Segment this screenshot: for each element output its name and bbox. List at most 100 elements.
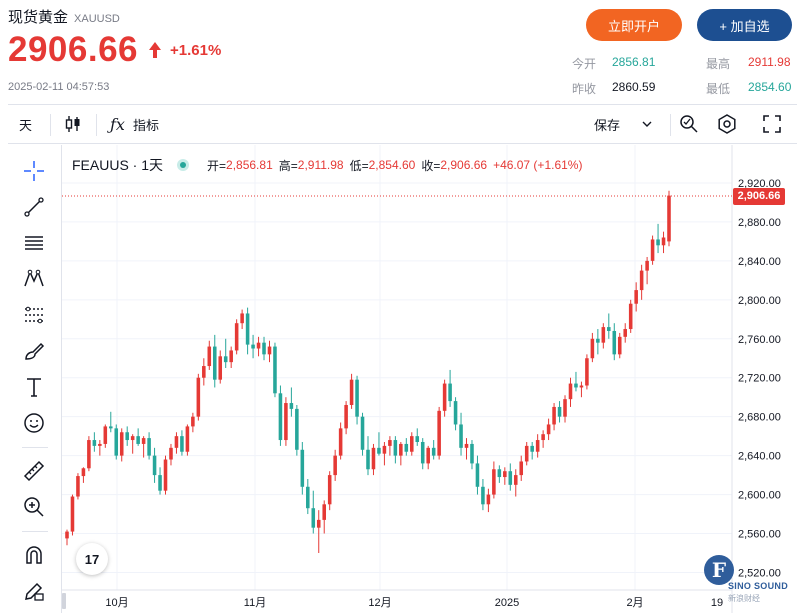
toolbar-divider — [670, 114, 671, 136]
instrument-name: 现货黄金 — [8, 9, 69, 26]
instrument-title: 现货黄金 XAUUSD — [8, 6, 120, 27]
candle-body — [399, 443, 403, 456]
function-icon: ƒx — [110, 114, 125, 134]
settings-button[interactable] — [716, 105, 738, 143]
save-button[interactable]: 保存 — [594, 105, 652, 143]
forecast-icon — [25, 306, 43, 324]
trend-line-tool[interactable] — [20, 193, 48, 221]
x-tick-label: 2月 — [626, 597, 643, 609]
magnet-tool[interactable] — [20, 541, 48, 569]
chart-area[interactable]: 2,920.00 2,880.00 2,840.00 2,800.00 2,760.00… — [62, 145, 797, 613]
smiley-icon — [24, 413, 44, 433]
horizontal-lines-icon — [25, 236, 43, 250]
candle-body — [420, 441, 425, 464]
candle-body — [245, 313, 250, 345]
candle-body — [628, 303, 633, 330]
legend-open-key: 开= — [207, 158, 227, 173]
candle-body — [623, 329, 627, 337]
legend-close-value: 2,906.66 — [440, 158, 488, 172]
candle-body — [119, 432, 124, 456]
arrow-up-icon — [149, 42, 162, 58]
candle-body — [256, 342, 261, 349]
fib-tool[interactable] — [20, 229, 48, 257]
search-settings-icon — [680, 115, 698, 133]
candle-body — [130, 436, 135, 441]
emoji-tool[interactable] — [20, 409, 48, 437]
candle-body — [262, 342, 266, 355]
candle-body — [656, 239, 660, 246]
candle-body — [393, 440, 398, 456]
candle-body — [295, 408, 299, 450]
candle-body — [70, 496, 75, 532]
candle-body — [431, 447, 436, 456]
y-tick-label: 2,680.00 — [738, 412, 781, 424]
legend-high-key: 高= — [278, 158, 298, 173]
candle-body — [546, 424, 551, 435]
y-tick-label: 2,880.00 — [738, 217, 781, 229]
text-tool[interactable] — [20, 373, 48, 401]
watermark-text: SINO SOUND — [728, 581, 789, 591]
chevron-down-icon — [642, 121, 652, 127]
candle-body — [563, 399, 567, 417]
legend-symbol: FEAUUS · 1天 — [72, 157, 164, 173]
last-price: 2906.66 — [8, 30, 139, 69]
fullscreen-button[interactable] — [762, 105, 782, 143]
legend-open-value: 2,856.81 — [226, 158, 273, 172]
toolbar-divider — [50, 114, 51, 136]
candle-body — [65, 531, 69, 539]
lock-drawing-tool[interactable] — [20, 577, 48, 605]
candle-body — [251, 344, 255, 349]
candle-body — [306, 486, 310, 509]
chart-legend: FEAUUS · 1天 开= 2,856.81 高= 2,911.98 低= 2… — [72, 155, 582, 175]
candle-body — [87, 440, 91, 469]
tradingview-logo[interactable]: 17 — [76, 543, 108, 575]
candle-body — [612, 330, 617, 355]
candle-body — [218, 356, 223, 380]
candle-body — [645, 260, 649, 271]
candle-body — [382, 445, 387, 454]
interval-button[interactable]: 天 — [19, 117, 33, 133]
add-watchlist-button[interactable]: + 加自选 — [697, 9, 792, 41]
candle-body — [349, 379, 354, 405]
quick-search-button[interactable] — [678, 105, 700, 143]
candle-type-button[interactable] — [64, 105, 82, 143]
crosshair-tool[interactable] — [20, 157, 48, 185]
candle-body — [596, 338, 600, 343]
candle-body — [519, 461, 524, 476]
zoom-tool[interactable] — [20, 493, 48, 521]
y-tick-label: 2,760.00 — [738, 334, 781, 346]
legend-low-key: 低= — [349, 158, 369, 173]
candle-body — [601, 327, 606, 343]
y-tick-label: 2,640.00 — [738, 451, 781, 463]
timestamp: 2025-02-11 04:57:53 — [8, 81, 110, 93]
forecast-tool[interactable] — [20, 301, 48, 329]
open-account-button[interactable]: 立即开户 — [586, 9, 682, 41]
measure-tool[interactable] — [20, 457, 48, 485]
candle-body — [377, 447, 381, 454]
candle-body — [541, 434, 545, 441]
candle-body — [196, 377, 201, 417]
zoom-in-icon — [24, 497, 44, 517]
indicators-button[interactable]: ƒx 指标 — [110, 105, 159, 143]
candle-body — [316, 519, 321, 528]
candle-body — [590, 338, 595, 359]
candle-body — [300, 449, 305, 487]
candlestick-chart[interactable]: 2,920.00 2,880.00 2,840.00 2,800.00 2,760.00… — [62, 145, 797, 613]
toolbar-divider — [96, 114, 97, 136]
trend-line-icon — [24, 197, 44, 217]
candle-body — [486, 494, 491, 505]
candlestick-icon — [65, 116, 80, 132]
stat-prev-close-label: 昨收 — [572, 82, 597, 96]
candle-body — [661, 237, 666, 246]
stat-low-label: 最低 — [706, 82, 731, 96]
y-tick-label: 2,600.00 — [738, 490, 781, 502]
candle-body — [464, 443, 469, 448]
pattern-tool[interactable] — [20, 265, 48, 293]
x-tick-label: 19 — [711, 597, 723, 609]
tools-divider — [22, 531, 48, 532]
brush-tool[interactable] — [20, 337, 48, 365]
candle-body — [234, 323, 239, 351]
candle-body — [503, 471, 507, 478]
last-price-tag: 2,906.66 — [733, 187, 785, 205]
candle-body — [513, 475, 518, 485]
